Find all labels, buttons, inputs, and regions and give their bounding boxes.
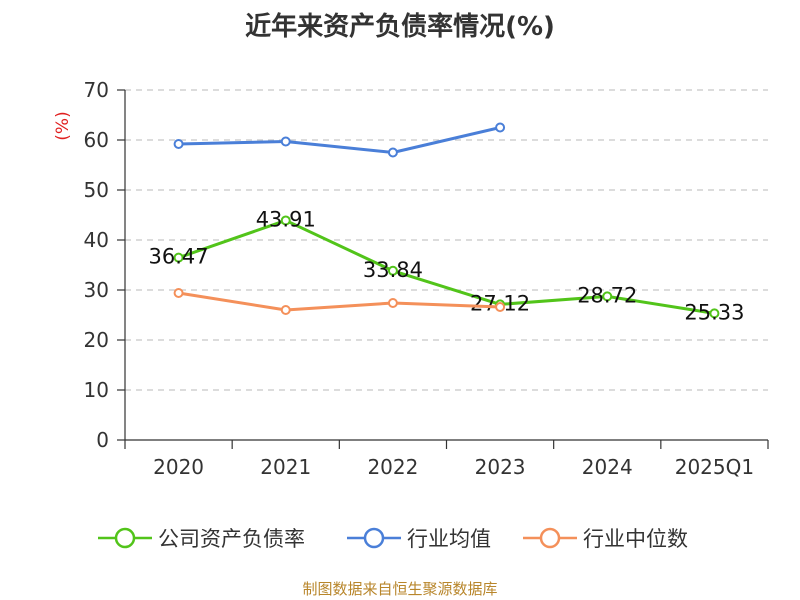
- data-point: [173, 139, 184, 149]
- y-tick-label: 40: [84, 228, 109, 252]
- data-point: [387, 298, 398, 308]
- legend-item-company[interactable]: 公司资产负债率: [98, 518, 305, 558]
- legend-line-marker-icon: [98, 527, 152, 549]
- x-tick-label: 2022: [367, 455, 418, 479]
- x-tick-label: 2021: [260, 455, 311, 479]
- data-point: [280, 305, 291, 315]
- data-point: [602, 291, 613, 302]
- data-label: 28.72: [577, 283, 637, 307]
- x-tick-label: 2023: [475, 455, 526, 479]
- data-point: [173, 252, 184, 263]
- legend-label: 公司资产负债率: [158, 527, 305, 551]
- series-line-2: [178, 291, 501, 312]
- legend-item-industry-average[interactable]: 行业均值: [347, 518, 491, 558]
- data-point: [280, 136, 291, 147]
- legend-label: 行业中位数: [583, 527, 688, 551]
- y-tick-label: 0: [96, 428, 109, 452]
- x-tick-label: 2020: [153, 455, 204, 479]
- y-tick-label: 20: [84, 328, 109, 352]
- data-point: [387, 147, 398, 158]
- data-point: [173, 288, 184, 298]
- chart-title: 近年来资产负债率情况(%): [245, 12, 555, 42]
- data-point: [709, 308, 720, 319]
- y-tick-label: 70: [84, 78, 109, 102]
- data-point: [280, 215, 291, 226]
- data-label: 36.47: [149, 245, 209, 269]
- y-tick-label: 60: [84, 128, 109, 152]
- x-tick-label: 2024: [582, 455, 633, 479]
- legend-item-industry-median[interactable]: 行业中位数: [523, 518, 688, 558]
- data-point: [495, 302, 506, 312]
- data-point: [495, 122, 506, 133]
- y-tick-label: 50: [84, 178, 109, 202]
- y-axis-label: (%): [53, 111, 73, 140]
- data-label: 25.33: [684, 300, 744, 324]
- series-line-1: [178, 126, 501, 154]
- legend-line-marker-icon: [523, 527, 577, 549]
- legend: 公司资产负债率 行业均值 行业中位数: [0, 518, 800, 558]
- y-tick-label: 10: [84, 378, 109, 402]
- data-label: 33.84: [363, 258, 423, 282]
- data-label: 43.91: [256, 207, 316, 231]
- x-tick-label: 2025Q1: [675, 455, 754, 479]
- legend-label: 行业均值: [407, 527, 491, 551]
- series-line-0: [178, 218, 715, 315]
- data-source-note: 制图数据来自恒生聚源数据库: [302, 580, 498, 598]
- data-point: [387, 265, 398, 276]
- legend-line-marker-icon: [347, 527, 401, 549]
- y-tick-label: 30: [84, 278, 109, 302]
